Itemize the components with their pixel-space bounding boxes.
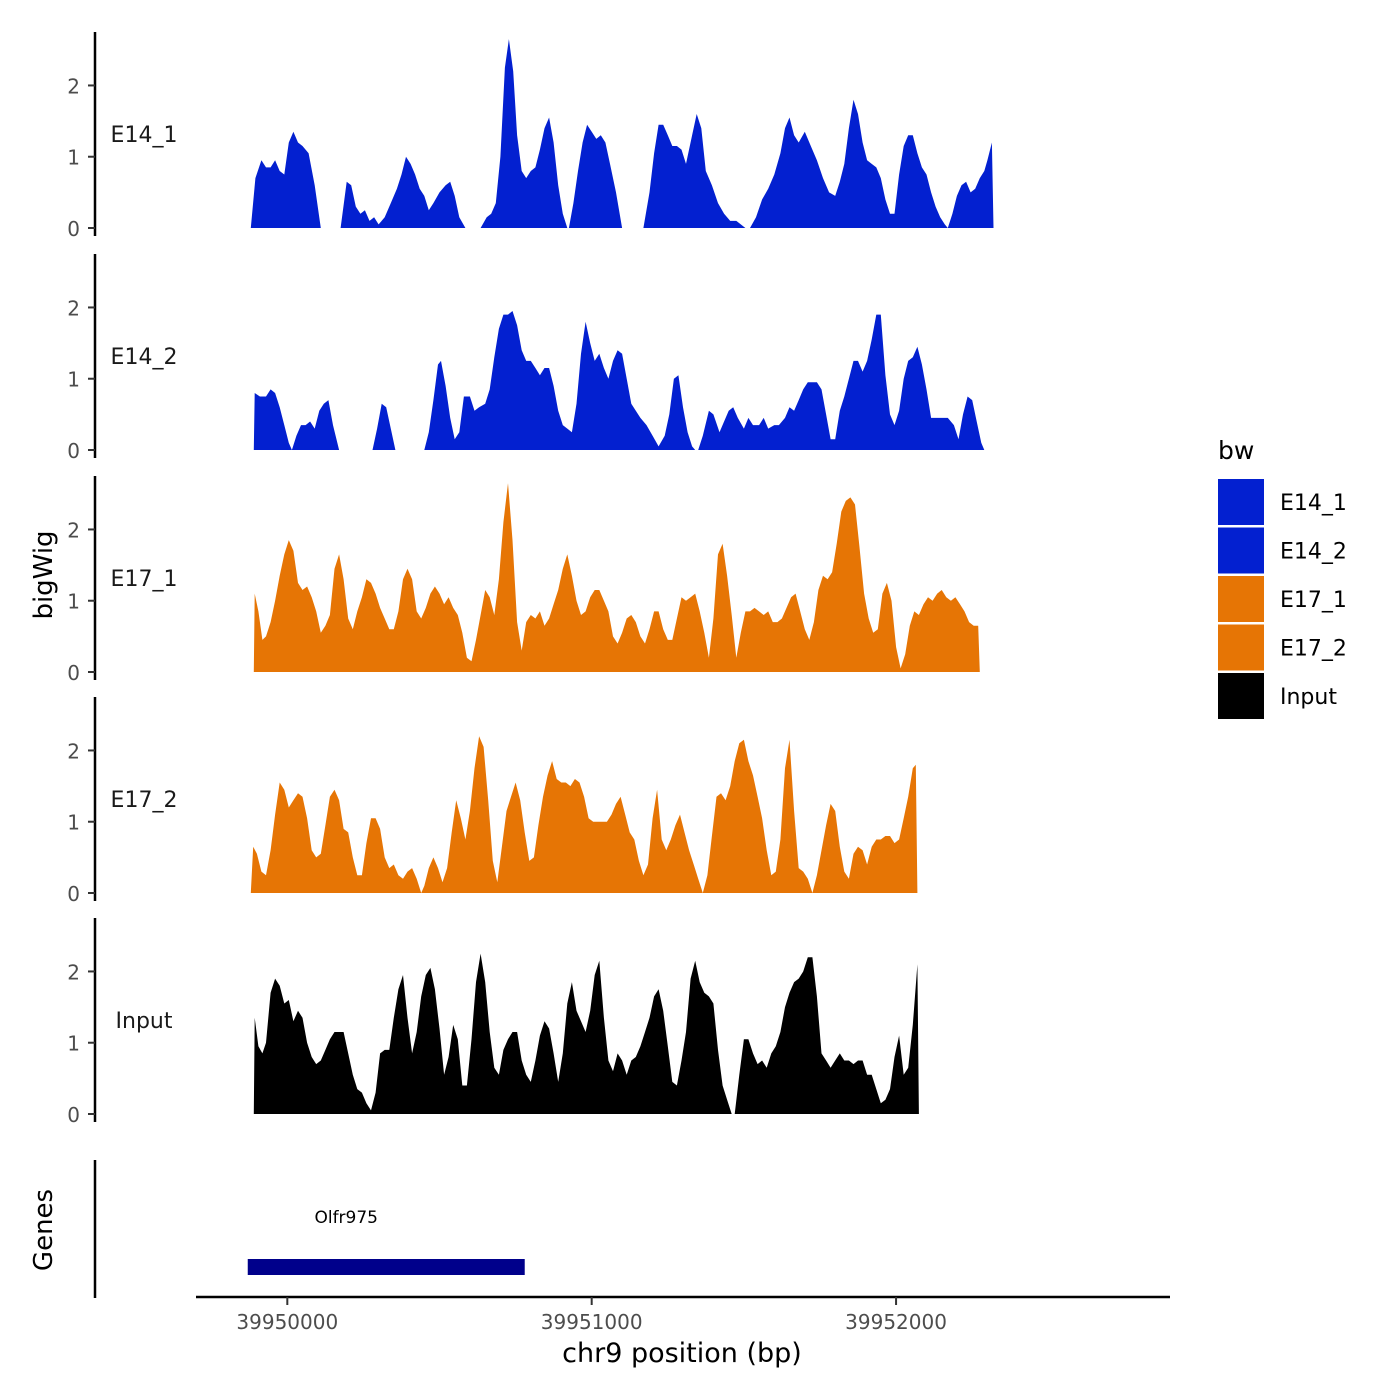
coverage-area: [340, 156, 466, 228]
coverage-area: [698, 314, 985, 450]
y-tick-label: 2: [67, 739, 80, 763]
genes-panel: Olfr975: [93, 1160, 525, 1298]
coverage-area: [734, 957, 919, 1114]
y-tick-label: 1: [67, 590, 80, 614]
legend-label: Input: [1280, 685, 1337, 710]
legend-label: E17_2: [1280, 637, 1347, 662]
legend-key: [1218, 479, 1264, 525]
coverage-area: [250, 736, 918, 893]
y-tick-label: 1: [67, 368, 80, 392]
track-label: E17_2: [111, 788, 178, 813]
coverage-area: [480, 39, 568, 228]
y-tick-label: 0: [67, 439, 80, 463]
tracks-layer: 0 1 2 E14_1 0 1 2 E14_2 0 1 2 E17_1 0 1 2 E17_2 0 1 2 Input: [67, 32, 994, 1127]
x-axis-title: chr9 position (bp): [562, 1338, 802, 1369]
coverage-area: [424, 311, 696, 450]
legend-key: [1218, 673, 1264, 719]
x-tick-label: 39950000: [236, 1310, 338, 1334]
coverage-area: [643, 114, 746, 228]
coverage-area: [372, 403, 396, 450]
coverage-area: [250, 131, 321, 228]
legend-label: E17_1: [1280, 588, 1347, 613]
track-label: E17_1: [111, 567, 178, 592]
track-label: E14_1: [111, 123, 178, 148]
coverage-area: [750, 99, 948, 228]
y-tick-label: 0: [67, 661, 80, 685]
y-tick-label: 1: [67, 811, 80, 835]
coverage-area: [253, 953, 732, 1114]
coverage-area: [568, 124, 623, 228]
y-tick-label: 2: [67, 74, 80, 98]
coverage-area: [253, 389, 340, 450]
y-tick-label: 1: [67, 1032, 80, 1056]
y-axis-title: bigWig: [29, 530, 59, 619]
y-tick-label: 2: [67, 960, 80, 984]
legend-label: E14_2: [1280, 540, 1347, 565]
y-tick-label: 2: [67, 296, 80, 320]
x-tick-label: 39951000: [541, 1310, 643, 1334]
y-tick-label: 0: [67, 1103, 80, 1127]
track-input: 0 1 2 Input: [67, 918, 919, 1127]
track-e17-2: 0 1 2 E17_2: [67, 697, 918, 906]
track-e14-2: 0 1 2 E14_2: [67, 254, 985, 463]
coverage-area: [253, 483, 980, 672]
legend-title: bw: [1218, 436, 1254, 465]
track-label: E14_2: [111, 345, 178, 370]
track-label: Input: [116, 1009, 173, 1034]
genes-axis-title: Genes: [29, 1189, 59, 1271]
y-tick-label: 0: [67, 217, 80, 241]
coverage-area: [947, 142, 994, 228]
legend-key: [1218, 624, 1264, 671]
track-e14-1: 0 1 2 E14_1: [67, 32, 994, 241]
legend: E14_1 E14_2 E17_1 E17_2 Input: [1218, 479, 1347, 719]
legend-key: [1218, 527, 1264, 574]
gene-label: Olfr975: [314, 1208, 378, 1228]
gene-body: [247, 1259, 525, 1275]
x-tick-label: 39952000: [845, 1310, 947, 1334]
legend-label: E14_1: [1280, 491, 1347, 516]
legend-key: [1218, 576, 1264, 622]
x-axis: 39950000 39951000 39952000: [196, 1295, 1170, 1334]
y-tick-label: 2: [67, 518, 80, 542]
track-e17-1: 0 1 2 E17_1: [67, 476, 980, 685]
y-tick-label: 1: [67, 146, 80, 170]
y-tick-label: 0: [67, 882, 80, 906]
